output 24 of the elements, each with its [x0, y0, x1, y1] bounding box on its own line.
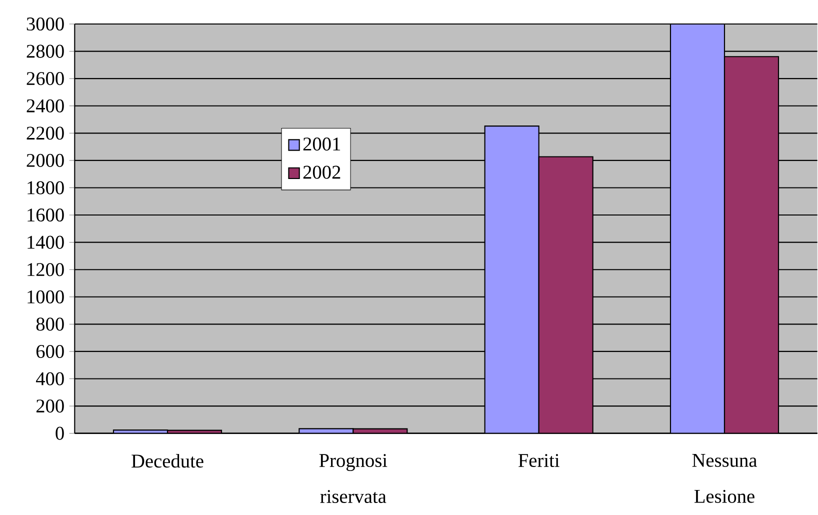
y-tick-label: 2600 — [26, 72, 64, 85]
y-tick-label: 3000 — [26, 17, 64, 30]
y-tick-label: 2000 — [26, 154, 64, 167]
y-tick-label: 2400 — [26, 99, 64, 112]
y-tick-label: 2200 — [26, 126, 64, 140]
x-tick-label: Decedute — [132, 454, 204, 468]
y-tick-label: 2800 — [26, 44, 64, 58]
legend-label: 2002 — [303, 166, 340, 179]
bar — [538, 156, 594, 434]
y-tick-label: 400 — [36, 372, 64, 386]
x-tick-label: Prognosi riservata — [319, 454, 388, 503]
y-tick-label: 1800 — [28, 181, 64, 194]
y-tick-label: 1200 — [28, 262, 64, 276]
legend-label: 2001 — [303, 137, 340, 150]
y-tick-label: 800 — [36, 317, 64, 331]
y-tick-label: 1000 — [28, 290, 64, 304]
y-tick-label: 0 — [56, 426, 64, 440]
y-tick-label: 1600 — [28, 208, 64, 222]
y-tick-label: 1400 — [28, 236, 64, 249]
y-tick-label: 600 — [36, 344, 64, 358]
x-tick-label: Feriti — [518, 454, 560, 467]
x-tick-label: Nessuna Lesione — [692, 454, 757, 503]
y-tick-label: 200 — [36, 399, 64, 412]
bar — [724, 56, 780, 434]
